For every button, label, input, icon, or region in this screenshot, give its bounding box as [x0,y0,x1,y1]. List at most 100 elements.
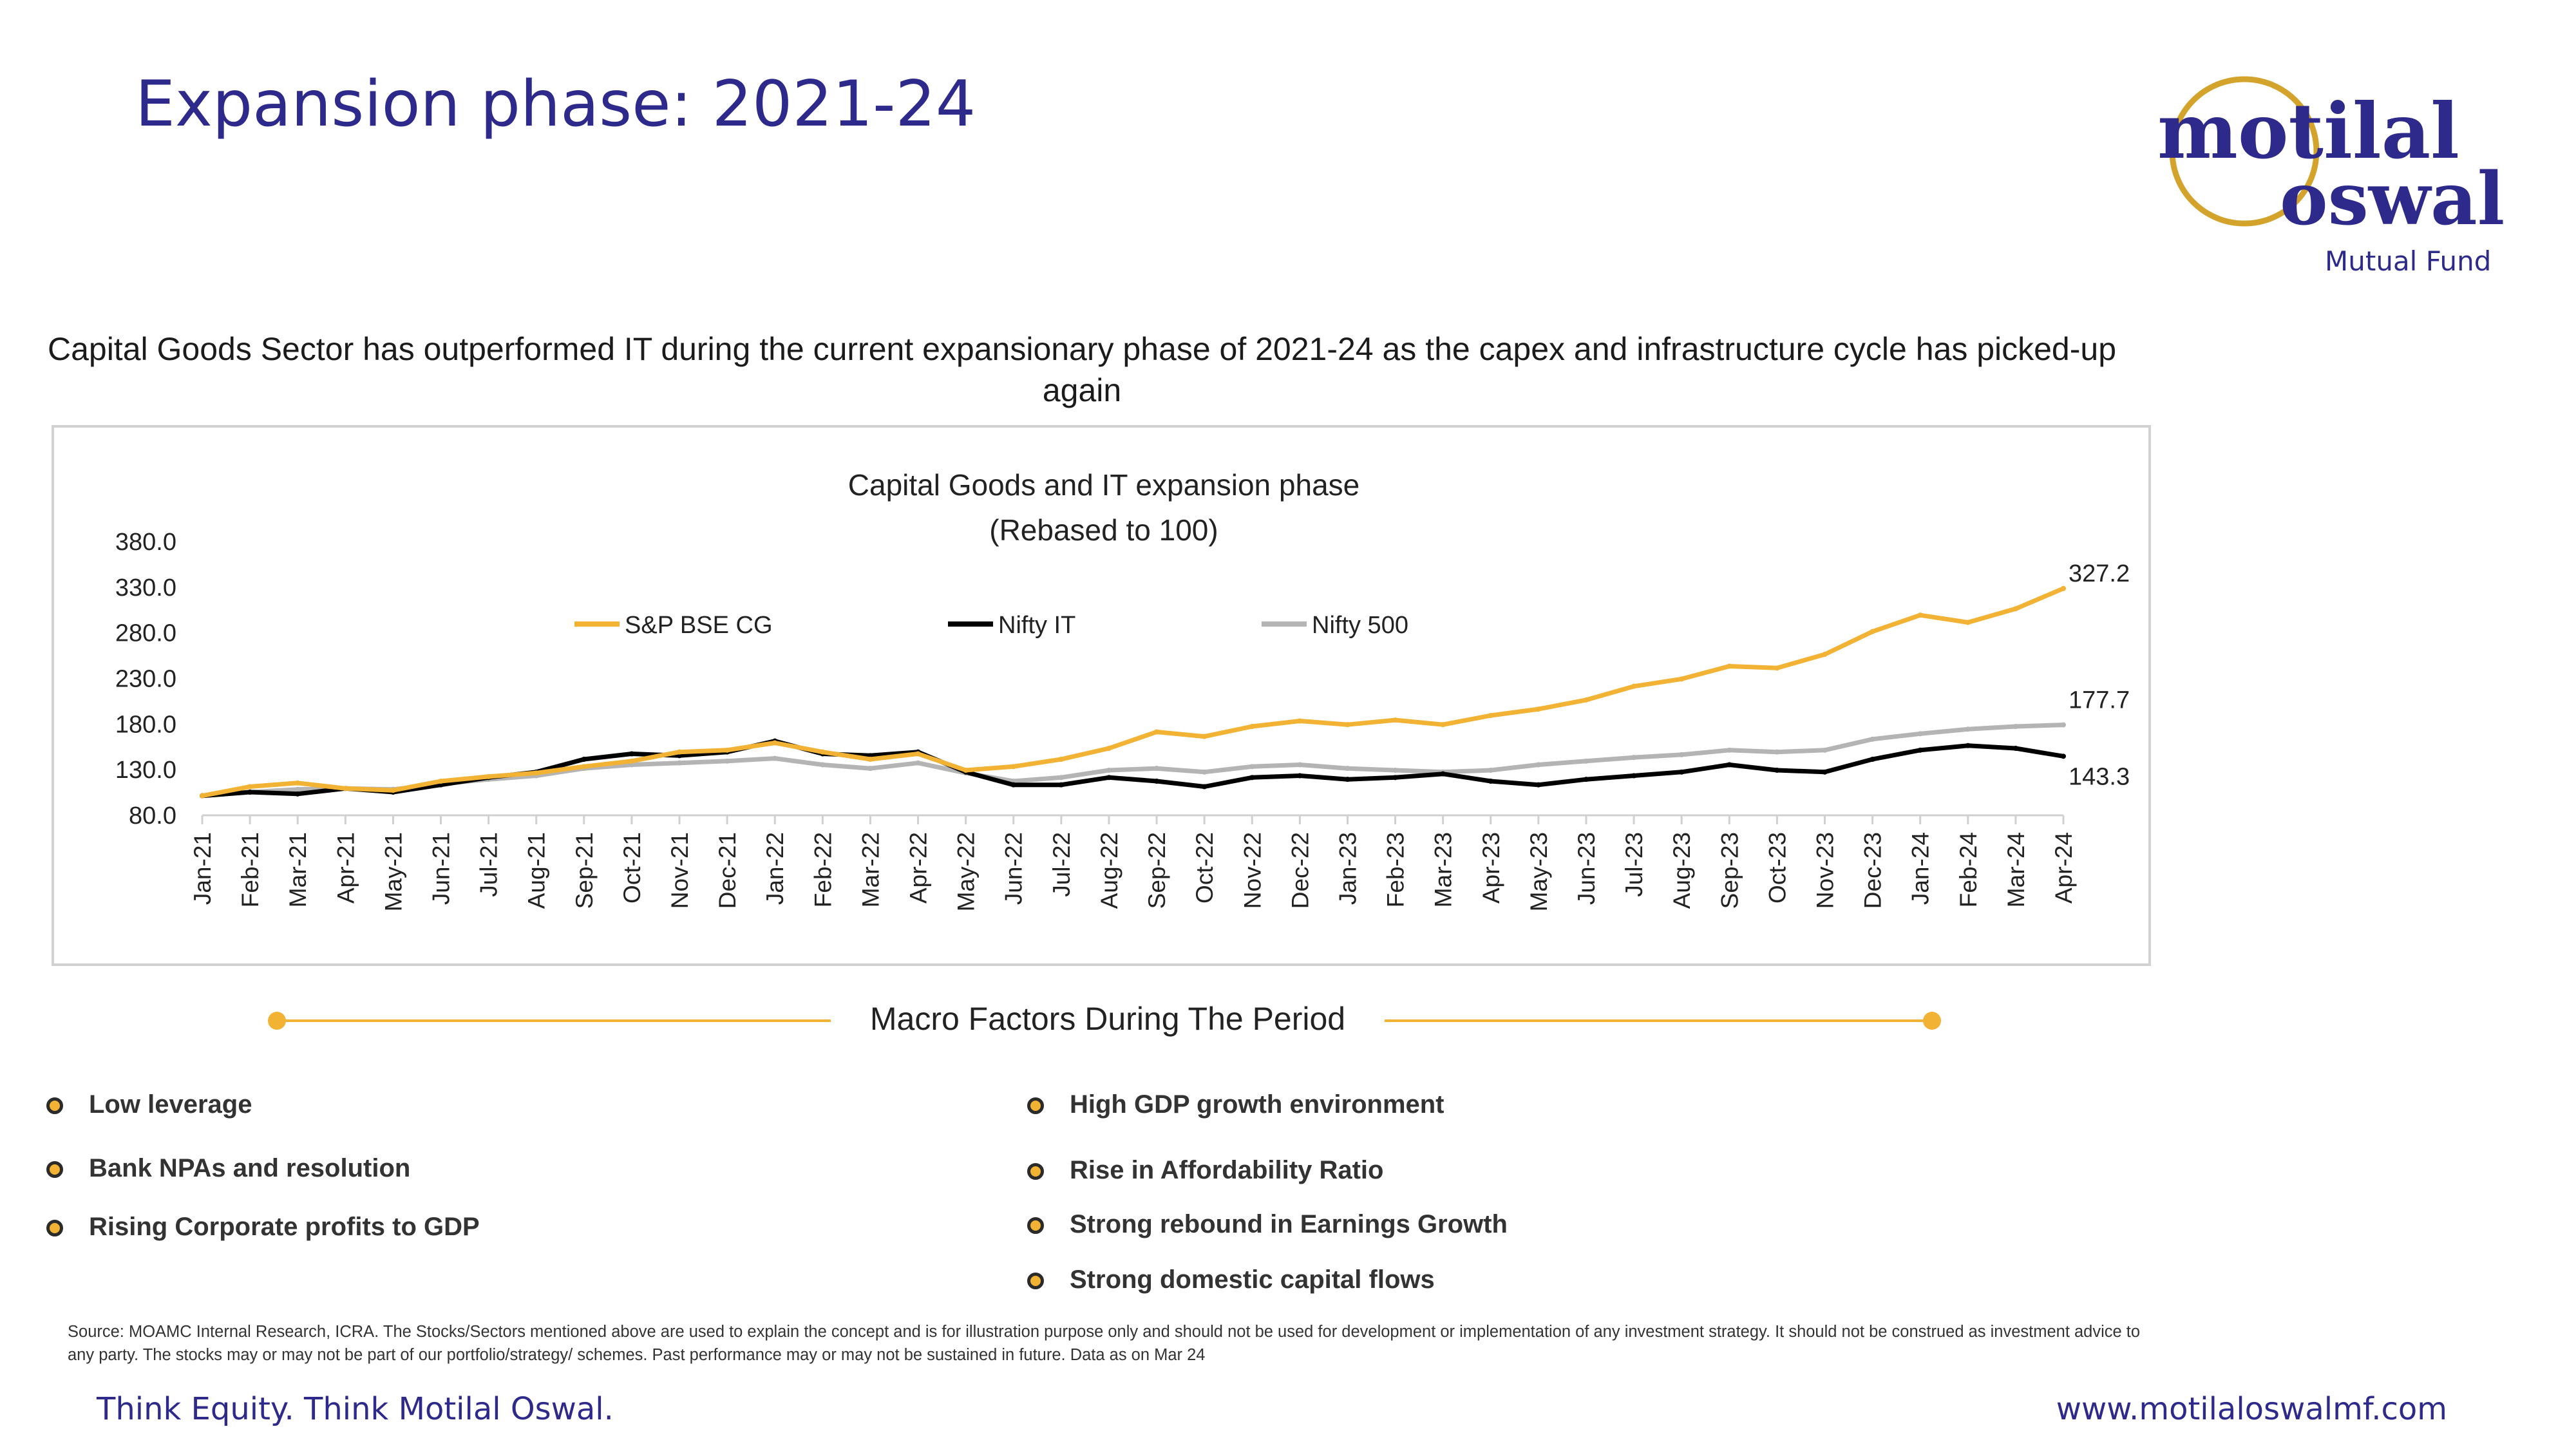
data-point [1249,775,1255,781]
x-tick-label: Dec-23 [1860,832,1886,909]
bullet-icon [1027,1163,1044,1180]
x-tick-label: Feb-24 [1955,832,1982,907]
data-point [1488,779,1493,784]
bullet-icon [1027,1097,1044,1114]
data-point [1154,766,1160,772]
y-tick-label: 80.0 [129,802,176,829]
data-point [1535,782,1541,788]
x-tick-label: Jan-22 [762,832,788,905]
data-point [724,758,730,764]
x-tick-label: Jul-23 [1621,832,1647,897]
x-tick-label: Apr-22 [905,832,932,904]
data-point [2012,724,2018,729]
data-point [1583,758,1589,764]
data-point [1010,764,1016,770]
footer-website[interactable]: www.motilaloswalmf.com [2056,1391,2447,1427]
x-tick-label: Dec-21 [714,832,741,909]
data-point [2061,753,2066,759]
y-tick-label: 280.0 [115,620,176,647]
data-point [486,773,491,779]
x-tick-label: Aug-23 [1669,832,1695,909]
data-point [1679,769,1685,775]
data-point [1345,777,1350,782]
x-tick-label: Jan-23 [1334,832,1361,905]
data-point [1535,762,1541,768]
x-tick-label: Apr-23 [1478,832,1504,904]
data-point [1392,717,1398,723]
data-point [2061,722,2066,728]
bullet-icon [1027,1273,1044,1289]
series-line-2 [202,723,2064,799]
end-value-label: 177.7 [2069,687,2130,714]
x-tick-label: Oct-22 [1191,832,1218,904]
x-tick-label: Sep-22 [1144,832,1170,909]
logo-line2: oswal [2280,157,2505,242]
factor-item: Bank NPAs and resolution [46,1154,410,1183]
data-point [1631,773,1637,779]
data-point [1488,713,1493,718]
data-point [1058,782,1064,788]
data-point [1774,749,1780,755]
data-point [1154,779,1160,784]
data-point [1917,612,1923,618]
data-point [1631,755,1637,761]
x-tick-label: Feb-22 [810,832,836,907]
chart-subtitle: (Rebased to 100) [989,513,1218,547]
data-point [1440,771,1446,777]
factor-item: High GDP growth environment [1027,1090,1444,1119]
end-value-labels: 327.2 177.7 143.3 [2069,560,2130,791]
data-point [1822,652,1828,658]
x-tick-label: May-23 [1526,832,1552,911]
motilal-oswal-logo: motilal oswal Mutual Fund [2157,76,2505,277]
data-point [867,766,873,772]
data-point [200,793,205,799]
data-point [820,762,826,768]
data-point [295,786,301,792]
data-point [581,764,587,770]
factor-item: Strong rebound in Earnings Growth [1027,1210,1508,1239]
data-point [1727,762,1732,768]
x-tick-label: Feb-23 [1383,832,1409,907]
factor-label: Rise in Affordability Ratio [1070,1156,1384,1184]
data-point [1535,706,1541,712]
data-point [1965,743,1971,748]
data-point [1774,768,1780,773]
x-tick-label: Jul-21 [476,832,502,897]
data-point [1917,747,1923,753]
chart-description: Capital Goods Sector has outperformed IT… [47,331,2117,408]
data-point [629,758,634,764]
macro-heading: Macro Factors During The Period [831,1000,1385,1037]
data-point [1965,620,1971,625]
data-point [1202,769,1208,775]
y-tick-label: 180.0 [115,711,176,738]
x-tick-label: Sep-21 [571,832,598,909]
x-tick-label: Oct-23 [1764,832,1790,904]
data-point [247,790,253,795]
bullet-icon [46,1220,63,1236]
x-tick-label: Mar-23 [1430,832,1457,907]
factor-item: Strong domestic capital flows [1027,1265,1435,1294]
x-tick-label: Mar-22 [857,832,884,907]
data-point [2061,585,2066,591]
x-tick-label: Sep-23 [1716,832,1743,909]
data-point [1106,768,1112,773]
data-point [2012,746,2018,751]
logo-line3: Mutual Fund [2325,245,2491,277]
legend-label: Nifty IT [998,612,1075,639]
data-point [1822,769,1828,775]
divider-dot-right [1923,1012,1941,1030]
data-point [247,784,253,790]
x-tick-label: Aug-21 [524,832,550,909]
data-point [438,779,444,784]
data-point [915,751,921,757]
data-point [1727,747,1732,753]
factor-item: Low leverage [46,1090,252,1119]
factor-item: Rise in Affordability Ratio [1027,1156,1383,1185]
x-tick-label: Apr-21 [332,832,359,904]
data-point [1249,764,1255,770]
bullet-icon [46,1161,63,1178]
factor-label: Low leverage [89,1090,252,1119]
data-point [295,780,301,786]
data-point [1440,722,1446,728]
data-point [1106,775,1112,781]
